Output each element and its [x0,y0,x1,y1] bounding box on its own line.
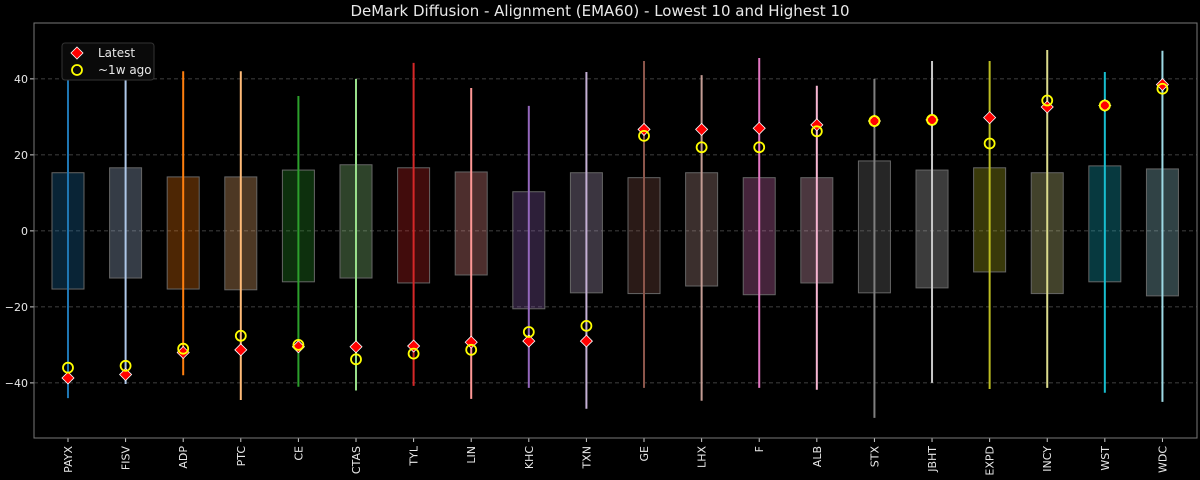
latest-marker [579,334,593,348]
week-ago-marker [292,338,305,351]
category-ptc [224,71,258,400]
y-axis: −40 −20 0 20 40 [5,73,34,390]
y-tick-label: 20 [14,149,28,162]
week-ago-marker [234,329,247,342]
y-tick-label: 0 [21,225,28,238]
category-incy [1030,49,1064,388]
category-f [742,57,776,388]
latest-marker [349,340,363,354]
x-tick-label: WDC [1156,446,1169,473]
category-adp [166,71,200,376]
latest-marker [522,334,536,348]
week-ago-marker [983,137,996,150]
week-ago-marker [522,326,535,338]
x-tick-label: GE [638,446,651,462]
legend-diamond-icon [70,46,84,60]
x-tick-label: F [753,446,766,452]
legend: Latest ~1w ago [61,42,155,81]
legend-week-label: ~1w ago [98,63,152,77]
category-khc [512,105,546,388]
category-ge [627,61,661,388]
latest-marker [119,367,133,382]
x-axis: PAYX FISV ADP PTC CE CTAS TYL LIN KHC TXN GE LHX F AL… [62,438,1169,476]
week-ago-marker [1098,99,1111,112]
category-lhx [685,75,719,401]
week-ago-marker [868,115,881,127]
x-tick-label: TXN [580,446,593,469]
x-tick-label: INCY [1041,446,1054,472]
category-ce [281,95,315,387]
x-tick-label: PTC [235,446,248,467]
week-ago-marker [695,141,708,154]
x-tick-label: TYL [408,445,421,466]
week-ago-marker [638,129,650,142]
category-alb [800,85,834,390]
week-ago-marker [1041,94,1054,107]
y-tick-label: −20 [5,301,28,314]
category-jbht [915,61,949,383]
chart-title: DeMark Diffusion - Alignment (EMA60) - L… [350,2,849,20]
x-tick-label: PAYX [62,446,75,473]
x-tick-label: KHC [523,446,536,469]
category-expd [973,61,1007,389]
week-ago-marker [62,361,74,374]
grid [34,78,1197,384]
x-tick-label: WST [1099,446,1112,471]
week-ago-marker [350,353,362,366]
category-ctas [339,78,373,391]
latest-marker [752,121,766,135]
latest-marker [234,343,248,357]
x-tick-label: STX [868,446,881,468]
category-payx [51,61,85,399]
x-tick-label: CE [292,446,305,461]
x-tick-label: FISV [120,446,133,471]
week-ago-marker [465,343,478,356]
category-tyl [397,62,431,386]
category-stx [857,78,891,418]
x-tick-label: EXPD [984,446,997,476]
category-fisv [109,76,143,385]
week-ago-marker [753,141,766,154]
marks [51,49,1179,418]
week-ago-marker [407,347,420,360]
week-ago-marker [926,114,938,126]
week-ago-marker [580,319,593,332]
week-ago-marker [810,125,823,138]
week-ago-marker [119,359,132,372]
latest-marker [983,111,997,125]
category-txn [569,72,603,409]
x-tick-label: ADP [177,446,190,469]
week-ago-marker [177,342,190,355]
latest-marker [695,122,709,136]
category-lin [454,87,488,399]
y-tick-label: −40 [5,377,28,390]
legend-box [61,42,155,81]
latest-marker [61,371,75,385]
x-tick-label: JBHT [926,446,939,473]
legend-latest-label: Latest [98,46,135,60]
category-wdc [1145,50,1179,402]
plot-frame [33,22,1198,439]
week-ago-marker [1156,82,1169,95]
legend-circle-icon [71,64,83,76]
latest-marker [464,335,478,349]
x-tick-label: ALB [811,446,824,467]
y-tick-label: 40 [14,73,28,86]
x-tick-label: LIN [465,446,478,464]
category-wst [1088,72,1122,393]
x-tick-label: CTAS [350,446,363,474]
x-tick-label: LHX [696,446,709,468]
